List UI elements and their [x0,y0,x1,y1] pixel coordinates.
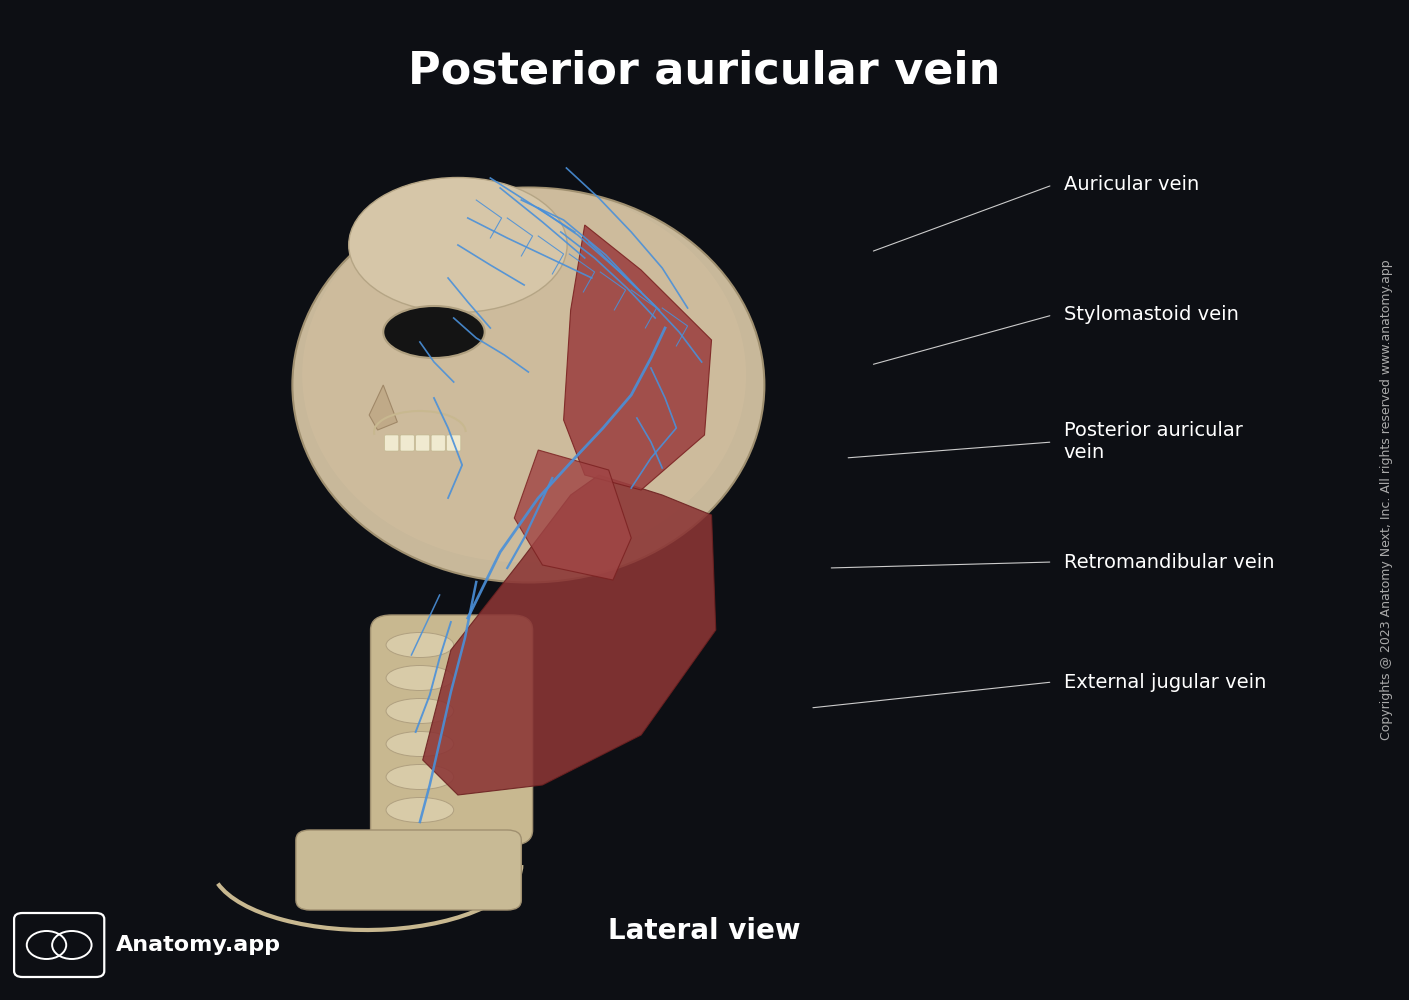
Text: Lateral view: Lateral view [609,917,800,945]
FancyBboxPatch shape [296,830,521,910]
Text: Anatomy.app: Anatomy.app [116,935,280,955]
Ellipse shape [349,178,568,312]
Text: Retromandibular vein: Retromandibular vein [1064,552,1274,572]
Ellipse shape [292,188,765,582]
Ellipse shape [386,798,454,822]
Text: Posterior auricular vein: Posterior auricular vein [409,50,1000,93]
Text: Stylomastoid vein: Stylomastoid vein [1064,306,1239,324]
Ellipse shape [386,698,454,723]
Polygon shape [514,450,631,580]
Polygon shape [564,225,712,490]
Ellipse shape [386,633,454,658]
Ellipse shape [383,306,485,358]
FancyBboxPatch shape [385,435,399,451]
Text: External jugular vein: External jugular vein [1064,672,1267,692]
Text: Copyrights @ 2023 Anatomy Next, Inc. All rights reserved www.anatomy.app: Copyrights @ 2023 Anatomy Next, Inc. All… [1379,260,1394,740]
Ellipse shape [386,666,454,690]
Polygon shape [423,475,716,795]
Ellipse shape [386,732,454,756]
FancyBboxPatch shape [371,615,533,845]
Ellipse shape [303,188,747,562]
FancyBboxPatch shape [400,435,414,451]
Text: Posterior auricular
vein: Posterior auricular vein [1064,422,1243,462]
Polygon shape [369,385,397,430]
Text: Auricular vein: Auricular vein [1064,176,1199,194]
FancyBboxPatch shape [447,435,461,451]
Ellipse shape [386,764,454,790]
FancyBboxPatch shape [416,435,430,451]
FancyBboxPatch shape [431,435,445,451]
